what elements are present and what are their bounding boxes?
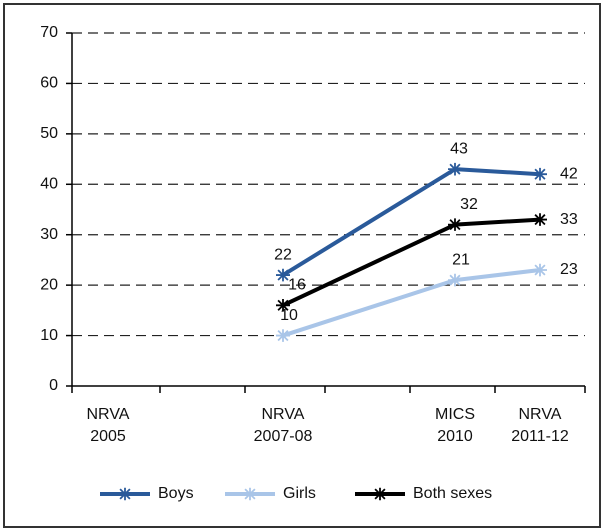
y-tick-label: 30: [40, 226, 58, 243]
marker: [448, 218, 462, 231]
data-label: 32: [460, 196, 478, 213]
y-tick-label: 50: [40, 125, 58, 142]
legend-marker: [243, 487, 257, 501]
x-tick-label: NRVA 2007-08: [253, 406, 313, 445]
legend-label: Boys: [158, 485, 194, 502]
marker: [448, 162, 462, 176]
x-tick-label: NRVA 2005: [86, 406, 130, 445]
y-tick-label: 60: [40, 75, 58, 92]
marker: [448, 273, 462, 287]
data-label: 16: [288, 277, 306, 294]
data-label: 43: [450, 140, 468, 157]
legend-label: Both sexes: [413, 485, 492, 502]
data-label: 21: [452, 251, 470, 268]
legend-marker: [373, 487, 387, 501]
y-tick-label: 70: [40, 24, 58, 41]
marker: [276, 329, 290, 342]
marker: [533, 263, 547, 277]
data-label: 10: [280, 307, 298, 324]
y-tick-label: 10: [40, 327, 58, 344]
data-label: 33: [560, 211, 578, 228]
x-tick-label: MICS 2010: [435, 406, 475, 445]
legend-label: Girls: [283, 485, 316, 502]
data-label: 42: [560, 165, 578, 182]
marker: [533, 167, 547, 181]
y-tick-label: 40: [40, 176, 58, 193]
data-label: 23: [560, 261, 578, 278]
x-tick-label: NRVA 2011-12: [511, 406, 569, 445]
legend-marker: [118, 487, 132, 501]
marker: [276, 268, 290, 282]
series-line: [282, 268, 541, 338]
y-tick-label: 0: [49, 377, 58, 394]
y-tick-label: 20: [40, 276, 58, 293]
marker: [276, 299, 290, 312]
frame: [3, 3, 601, 528]
data-label: 22: [274, 246, 292, 263]
marker: [533, 213, 547, 226]
